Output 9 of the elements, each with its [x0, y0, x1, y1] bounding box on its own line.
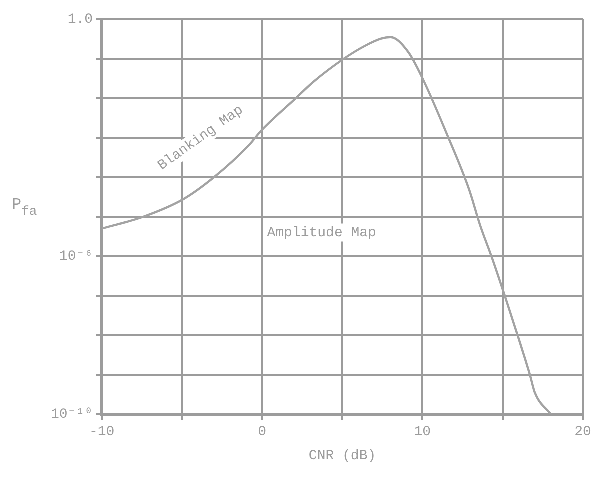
- annotation: Amplitude Map: [267, 225, 376, 242]
- y-tick-label: 10⁻⁶: [59, 249, 94, 266]
- x-tick-label: -10: [89, 424, 115, 441]
- y-tick-label: 1.0: [68, 12, 94, 28]
- x-tick-label: 0: [258, 424, 267, 441]
- y-tick-label: 10⁻¹⁰: [51, 407, 94, 424]
- x-tick-label: 10: [414, 424, 432, 441]
- x-tick-label: 20: [574, 424, 592, 441]
- x-axis-title: CNR (dB): [308, 448, 376, 464]
